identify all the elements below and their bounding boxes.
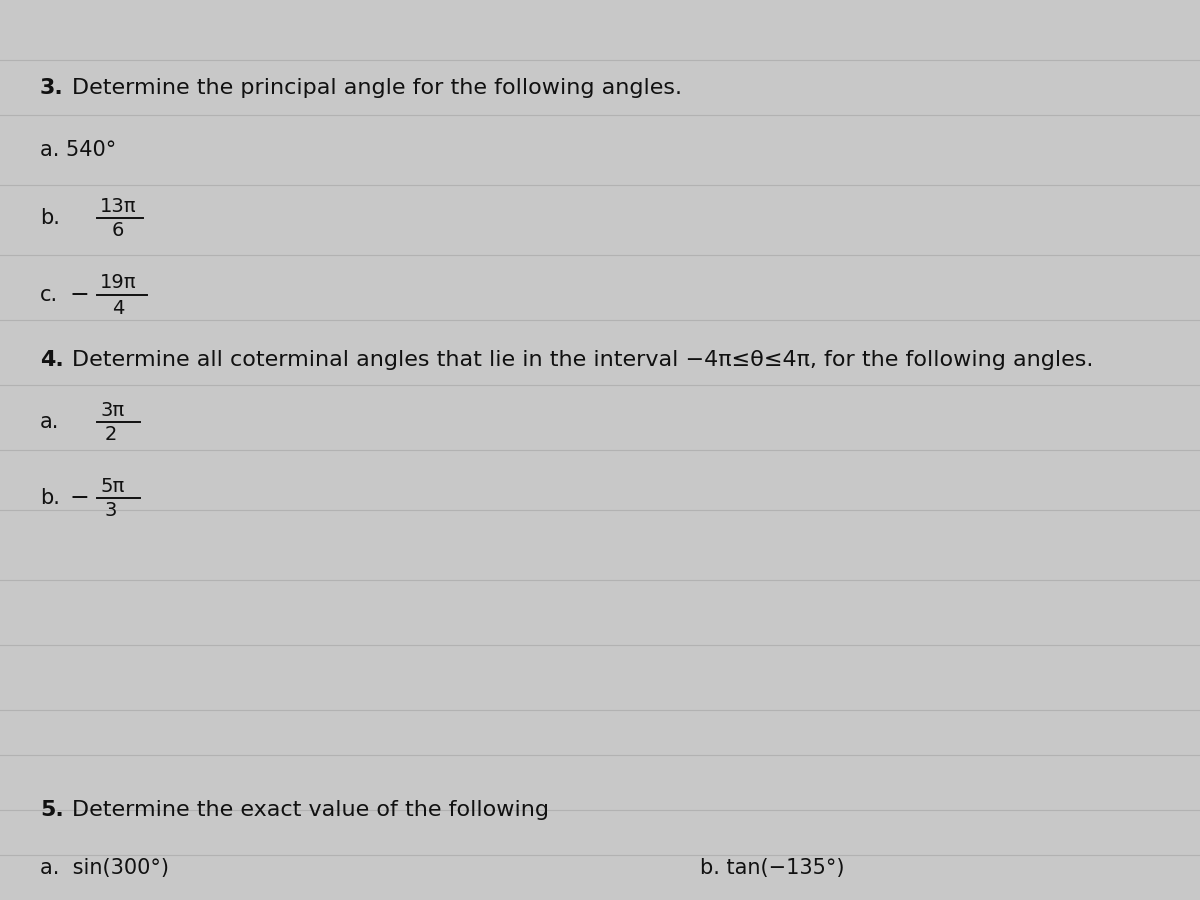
Text: 3: 3 <box>106 501 118 520</box>
Text: b.: b. <box>40 488 60 508</box>
Text: 4: 4 <box>112 299 125 318</box>
Text: a.: a. <box>40 412 59 432</box>
Text: a.  sin(300°): a. sin(300°) <box>40 858 169 878</box>
Text: 3.: 3. <box>40 78 64 98</box>
Text: Determine the principal angle for the following angles.: Determine the principal angle for the fo… <box>72 78 682 98</box>
Text: −: − <box>70 283 90 307</box>
Text: b. tan(−135°): b. tan(−135°) <box>700 858 845 878</box>
Text: a. 540°: a. 540° <box>40 140 116 160</box>
Text: 3π: 3π <box>100 400 125 419</box>
Text: −: − <box>70 486 90 510</box>
Text: 4.: 4. <box>40 350 64 370</box>
Text: 6: 6 <box>112 221 125 240</box>
Text: 5.: 5. <box>40 800 64 820</box>
Text: 2: 2 <box>106 426 118 445</box>
Text: 5π: 5π <box>100 476 125 496</box>
Text: b.: b. <box>40 208 60 228</box>
Text: Determine all coterminal angles that lie in the interval −4π≤θ≤4π, for the follo: Determine all coterminal angles that lie… <box>72 350 1093 370</box>
Text: 13π: 13π <box>100 196 137 215</box>
Text: 19π: 19π <box>100 274 137 292</box>
Text: Determine the exact value of the following: Determine the exact value of the followi… <box>72 800 550 820</box>
Text: c.: c. <box>40 285 58 305</box>
